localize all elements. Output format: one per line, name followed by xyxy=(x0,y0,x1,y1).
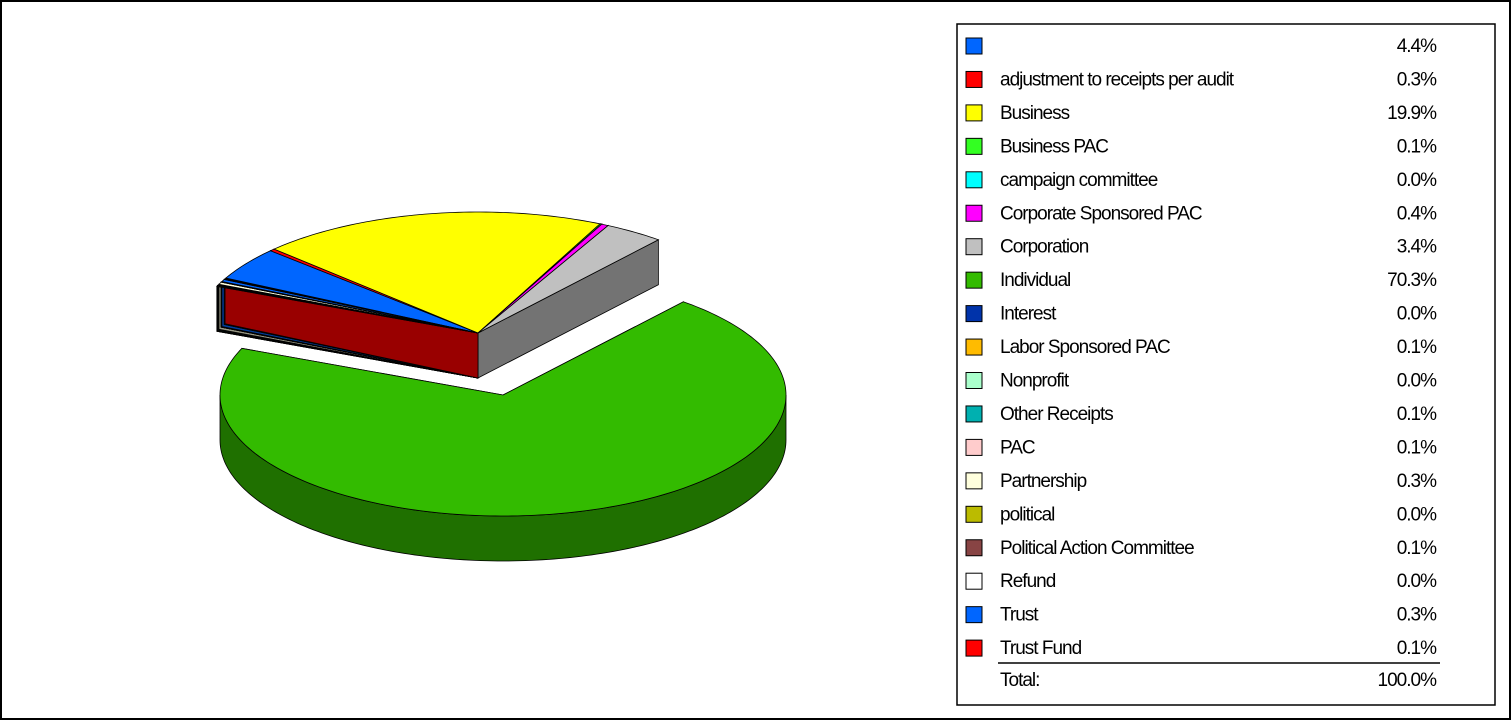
legend-value: 0.0% xyxy=(1397,504,1437,525)
legend-value: 70.3% xyxy=(1387,270,1437,291)
legend-swatch xyxy=(965,405,983,423)
legend-swatch xyxy=(965,204,983,222)
legend-label: Business xyxy=(1000,103,1070,124)
legend-label: Corporation xyxy=(1000,237,1089,258)
legend-value: 0.3% xyxy=(1397,605,1437,626)
legend-swatch xyxy=(965,238,983,256)
legend-label: campaign committee xyxy=(1000,170,1158,191)
legend-swatch xyxy=(965,305,983,323)
legend-swatch xyxy=(965,137,983,155)
legend-label: Nonprofit xyxy=(1000,371,1070,392)
legend-value: 0.1% xyxy=(1397,337,1437,358)
legend-label: Individual xyxy=(1000,270,1070,291)
legend-swatch xyxy=(965,70,983,88)
slice xyxy=(273,211,601,334)
legend-label: Corporate Sponsored PAC xyxy=(1000,203,1202,224)
legend-swatch xyxy=(965,338,983,356)
legend-value: 0.0% xyxy=(1397,170,1437,191)
legend-label: Political Action Committee xyxy=(1000,538,1194,559)
legend-label: Refund xyxy=(1000,571,1056,592)
legend-swatch xyxy=(965,472,983,490)
legend: 4.4% adjustment to receipts per audit 0.3%… xyxy=(965,36,1438,659)
legend-label: Interest xyxy=(1000,304,1057,325)
slice xyxy=(219,301,787,517)
legend-label: adjustment to receipts per audit xyxy=(1000,69,1235,90)
legend-value: 0.0% xyxy=(1397,371,1437,392)
legend-swatch xyxy=(965,639,983,657)
pie xyxy=(216,211,787,562)
legend-swatch xyxy=(965,438,983,456)
legend-box xyxy=(956,23,1496,706)
legend-value: 0.3% xyxy=(1397,471,1437,492)
legend-label: Partnership xyxy=(1000,471,1087,492)
slice xyxy=(477,225,660,334)
legend-swatch xyxy=(965,37,983,55)
legend-value: 0.1% xyxy=(1397,136,1437,157)
legend-label: Other Receipts xyxy=(1000,404,1113,425)
legend-swatch xyxy=(965,372,983,389)
legend-label: PAC xyxy=(1000,437,1035,458)
legend-value: 0.1% xyxy=(1397,538,1437,559)
legend-label: Trust Fund xyxy=(1000,638,1082,659)
legend-label: Business PAC xyxy=(1000,136,1108,157)
legend-label: political xyxy=(1000,504,1054,525)
legend-value: 0.4% xyxy=(1397,203,1437,224)
legend-label: Labor Sponsored PAC xyxy=(1000,337,1170,358)
slice xyxy=(224,250,479,334)
legend-swatch xyxy=(965,539,983,557)
legend-value: 3.4% xyxy=(1397,237,1437,258)
slice xyxy=(223,278,479,334)
legend-swatch xyxy=(965,606,983,624)
legend-value: 19.9% xyxy=(1387,103,1437,124)
legend-value: 0.0% xyxy=(1397,571,1437,592)
legend-value: 4.4% xyxy=(1397,36,1437,57)
legend-value: 0.0% xyxy=(1397,304,1437,325)
legend-value: 0.1% xyxy=(1397,404,1437,425)
legend-swatch xyxy=(965,104,983,122)
total-label: Total: xyxy=(1000,670,1039,691)
legend-value: 0.1% xyxy=(1397,437,1437,458)
legend-swatch xyxy=(965,572,983,590)
legend-swatch xyxy=(965,171,983,189)
legend-swatch xyxy=(965,505,983,523)
total-value: 100.0% xyxy=(1378,670,1438,691)
legend-swatch xyxy=(965,271,983,289)
legend-label: Trust xyxy=(1000,605,1039,626)
legend-value: 0.1% xyxy=(1397,638,1437,659)
legend-value: 0.3% xyxy=(1397,69,1437,90)
